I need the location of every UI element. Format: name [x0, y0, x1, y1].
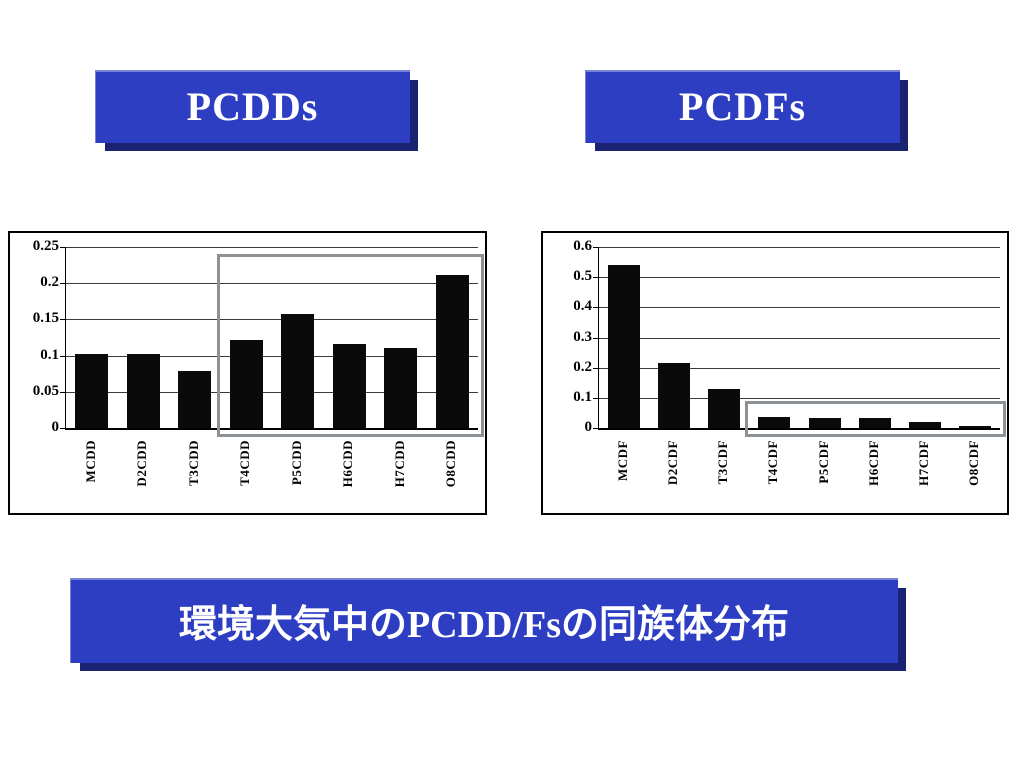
y-axis-label: 0.3	[573, 328, 592, 345]
bar-d2cdd	[126, 354, 160, 428]
y-axis-label: 0	[51, 419, 60, 435]
plot-area	[60, 247, 484, 437]
y-tick-mark	[593, 307, 599, 309]
bar-h7cdd	[384, 347, 418, 428]
y-axis-label: 0.2	[573, 358, 592, 375]
pcdf-bar-chart: 0 0.1 0.2 0.3 0.4 0.5 0.6 MCDF D2CDF T3CDF T4CDF P5…	[541, 231, 1009, 515]
bar-t3cdf	[708, 388, 741, 428]
gridline	[599, 367, 1000, 369]
y-tick-mark	[60, 319, 66, 321]
pcdfs-title-label: PCDFs	[678, 84, 807, 129]
y-axis-label: 0.15	[32, 310, 59, 327]
pcdd-bar-chart: 0 0.05 0.1 0.15 0.2 0.25 MCDD D2CDD T3CDD T4CDD P5…	[8, 231, 487, 515]
y-axis-label: 0	[584, 419, 593, 435]
bar-d2cdf	[658, 363, 691, 428]
highlight-box	[745, 400, 1006, 437]
x-axis-label: H7CDD	[391, 440, 407, 488]
x-axis-label: H6CDD	[340, 440, 356, 488]
bar-h6cdf	[858, 418, 891, 428]
y-axis-label: 0.1	[40, 346, 59, 363]
x-axis-label: H6CDF	[865, 440, 881, 486]
pcdds-title-box: PCDDs	[95, 70, 410, 143]
y-tick-mark	[60, 283, 66, 285]
y-axis-label: 0.05	[32, 382, 59, 399]
x-axis-label: T4CDD	[237, 440, 253, 486]
gridline	[599, 247, 1000, 248]
x-axis-label: T3CDD	[185, 440, 201, 486]
y-tick-mark	[593, 367, 599, 369]
x-axis-label: D2CDF	[665, 440, 681, 486]
caption-box: 環境大気中のPCDD/Fsの同族体分布	[70, 578, 898, 663]
bar-mcdd	[75, 354, 109, 428]
bar-t4cdf	[758, 416, 791, 428]
bar-t4cdd	[229, 340, 263, 428]
gridline	[66, 247, 478, 248]
bar-h6cdd	[332, 344, 366, 428]
x-axis-label: T3CDF	[715, 440, 731, 485]
y-tick-mark	[593, 428, 599, 429]
y-tick-mark	[593, 397, 599, 399]
y-tick-mark	[60, 391, 66, 393]
gridline	[599, 277, 1000, 279]
y-axis-label: 0.25	[32, 238, 59, 254]
gridline	[599, 307, 1000, 309]
bar-o8cdd	[435, 274, 469, 428]
y-tick-mark	[60, 428, 66, 429]
caption-label: 環境大気中のPCDD/Fsの同族体分布	[178, 604, 790, 646]
bar-h7cdf	[908, 421, 941, 428]
x-axis-label: P5CDF	[815, 440, 831, 484]
gridline	[599, 397, 1000, 399]
bar-p5cdd	[281, 313, 315, 428]
y-tick-mark	[593, 277, 599, 279]
y-tick-mark	[60, 355, 66, 357]
x-axis-label: P5CDD	[288, 440, 304, 486]
y-axis-label: 0.5	[573, 268, 592, 285]
x-axis-label: D2CDD	[134, 440, 150, 487]
x-axis-label: MCDD	[82, 440, 98, 483]
gridline	[66, 391, 478, 393]
gridline	[599, 337, 1000, 339]
y-axis-label: 0.4	[573, 298, 592, 315]
x-axis-label: MCDF	[615, 440, 631, 481]
gridline	[66, 319, 478, 321]
y-tick-mark	[60, 247, 66, 248]
x-axis-label: H7CDF	[915, 440, 931, 486]
x-axis-label: O8CDF	[965, 440, 981, 486]
bar-p5cdf	[808, 418, 841, 428]
y-tick-mark	[593, 337, 599, 339]
y-axis-label: 0.1	[573, 388, 592, 405]
plot-area	[593, 247, 1006, 437]
bar-mcdf	[608, 265, 641, 428]
y-axis-label: 0.2	[40, 274, 59, 291]
x-axis-label: O8CDD	[443, 440, 459, 488]
y-axis-label: 0.6	[573, 238, 592, 254]
highlight-box	[216, 254, 484, 437]
pcdfs-title-box: PCDFs	[585, 70, 900, 143]
bar-t3cdd	[178, 370, 212, 428]
pcdds-title-label: PCDDs	[186, 84, 319, 129]
y-tick-mark	[593, 247, 599, 248]
x-axis-label: T4CDF	[765, 440, 781, 485]
gridline	[66, 355, 478, 357]
bar-o8cdf	[958, 426, 991, 428]
gridline	[66, 283, 478, 285]
